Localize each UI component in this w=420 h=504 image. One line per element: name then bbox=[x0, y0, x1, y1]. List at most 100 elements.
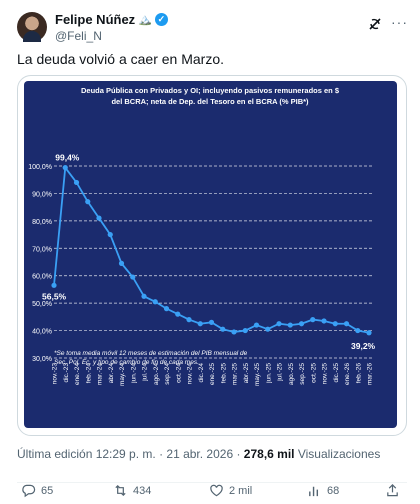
author-name-row: Felipe Núñez 🏔️ ✓ bbox=[55, 12, 168, 27]
data-point bbox=[332, 321, 338, 327]
series-line bbox=[53, 165, 370, 334]
y-tick-label: 60,0% bbox=[32, 274, 52, 281]
like-button[interactable]: 2 mil bbox=[209, 483, 252, 498]
x-tick-label: jul.-25 bbox=[277, 363, 284, 382]
data-point bbox=[73, 179, 80, 186]
like-count: 2 mil bbox=[229, 484, 253, 497]
annotation-start: 56,5% bbox=[42, 291, 67, 301]
x-tick-label: dic.-23 bbox=[63, 363, 70, 383]
reply-button[interactable]: 65 bbox=[21, 483, 53, 498]
x-tick-label: dic.-25 bbox=[333, 363, 340, 383]
y-tick-label: 70,0% bbox=[32, 246, 52, 253]
data-point bbox=[265, 326, 271, 332]
author-name[interactable]: Felipe Núñez bbox=[55, 12, 136, 27]
data-point bbox=[298, 321, 305, 327]
chart-image[interactable]: Deuda Pública con Privados y OI; incluye… bbox=[24, 81, 397, 428]
share-icon[interactable] bbox=[385, 483, 400, 498]
tweet-text: La deuda volvió a caer en Marzo. bbox=[17, 51, 225, 67]
chart-title: Deuda Pública con Privados y OI; incluye… bbox=[81, 86, 340, 106]
data-point bbox=[118, 260, 125, 266]
x-tick-label: nov.-23 bbox=[52, 363, 59, 385]
x-tick-label: nov.-24 bbox=[187, 363, 194, 385]
data-point bbox=[343, 321, 350, 327]
x-tick-label: oct.-24 bbox=[175, 363, 182, 383]
x-tick-label: jul.-24 bbox=[142, 363, 149, 382]
chart-svg: Deuda Pública con Privados y OI; incluye… bbox=[28, 86, 375, 386]
x-tick-label: ago.-25 bbox=[288, 363, 295, 385]
data-point bbox=[242, 327, 248, 334]
data-point bbox=[107, 231, 113, 238]
x-tick-label: sep.-24 bbox=[164, 363, 171, 385]
reply-icon bbox=[22, 484, 36, 498]
annotation-peak: 99,4% bbox=[55, 153, 80, 163]
x-tick-label: abr.-25 bbox=[243, 363, 250, 384]
repost-icon bbox=[115, 484, 126, 497]
x-tick-label: mar.-26 bbox=[367, 363, 374, 385]
action-bar: 65 434 2 mil 68 bbox=[17, 482, 407, 500]
edit-timestamp[interactable]: Última edición 12:29 p. m. · 21 abr. 202… bbox=[17, 447, 244, 461]
x-tick-label: feb.-25 bbox=[220, 363, 227, 384]
x-tick-label: mar.-25 bbox=[232, 363, 239, 385]
chart-title-line-1: Deuda Pública con Privados y OI; incluye… bbox=[81, 86, 340, 95]
y-tick-label: 90,0% bbox=[32, 191, 52, 198]
views-count: 278,6 mil bbox=[243, 447, 295, 461]
x-tick-label: nov.-25 bbox=[322, 363, 329, 385]
data-point bbox=[355, 327, 361, 334]
data-point bbox=[141, 293, 147, 299]
data-point bbox=[220, 326, 226, 332]
bookmark-icon bbox=[309, 486, 319, 497]
data-point bbox=[276, 321, 282, 327]
data-point bbox=[197, 321, 203, 327]
x-tick-label: dic.-24 bbox=[198, 363, 205, 383]
views-label: Visualizaciones bbox=[294, 447, 381, 461]
y-tick-label: 40,0% bbox=[32, 329, 52, 336]
x-tick-label: may.-24 bbox=[119, 363, 126, 386]
views-button[interactable]: 68 bbox=[307, 483, 339, 498]
repost-count: 434 bbox=[133, 484, 152, 497]
chart-footnote: Sec. Pol. Ec. y tipo de cambio de fin de… bbox=[54, 359, 199, 366]
data-point bbox=[231, 329, 237, 335]
avatar[interactable] bbox=[17, 12, 47, 42]
data-point bbox=[163, 306, 170, 312]
x-tick-label: ene.-25 bbox=[209, 363, 216, 385]
x-tick-label: oct.-25 bbox=[310, 363, 317, 383]
tweet-meta: Última edición 12:29 p. m. · 21 abr. 202… bbox=[17, 447, 380, 461]
like-icon bbox=[210, 484, 223, 497]
y-tick-label: 100,0% bbox=[28, 164, 52, 171]
x-tick-label: ene.-24 bbox=[74, 363, 81, 385]
grok-icon[interactable] bbox=[367, 16, 383, 32]
data-point bbox=[96, 215, 102, 221]
data-point bbox=[152, 299, 158, 305]
data-point bbox=[186, 317, 192, 323]
data-point bbox=[85, 199, 91, 205]
reply-count: 65 bbox=[41, 484, 54, 497]
data-point bbox=[62, 165, 68, 171]
verified-badge-icon: ✓ bbox=[154, 13, 168, 26]
data-point bbox=[51, 282, 57, 288]
data-point bbox=[366, 330, 372, 336]
y-tick-label: 50,0% bbox=[32, 301, 52, 308]
x-tick-label: sep.-25 bbox=[299, 363, 306, 385]
data-point bbox=[208, 319, 215, 325]
x-tick-label: jun.-24 bbox=[130, 363, 137, 384]
x-tick-label: feb.-24 bbox=[85, 363, 92, 384]
more-icon[interactable]: ··· bbox=[391, 14, 408, 30]
author-handle[interactable]: @Feli_N bbox=[55, 29, 102, 43]
y-tick-label: 80,0% bbox=[32, 219, 52, 226]
tweet-header: Felipe Núñez 🏔️ ✓ @Feli_N ··· bbox=[17, 10, 407, 46]
x-tick-label: feb.-26 bbox=[355, 363, 362, 384]
data-point bbox=[310, 317, 316, 323]
chart-footnote: *Se toma media móvil 12 meses de estimac… bbox=[54, 350, 248, 357]
x-tick-label: mar.-24 bbox=[97, 363, 104, 385]
x-tick-label: jun.-25 bbox=[265, 363, 272, 384]
x-tick-label: may.-25 bbox=[254, 363, 261, 386]
x-tick-label: ago.-24 bbox=[153, 363, 160, 385]
data-point bbox=[321, 318, 327, 324]
repost-button[interactable]: 434 bbox=[113, 483, 151, 498]
data-point bbox=[253, 322, 260, 328]
data-point bbox=[130, 274, 136, 280]
mountain-emoji: 🏔️ bbox=[138, 14, 152, 26]
x-tick-label: abr.-24 bbox=[108, 363, 115, 384]
data-point bbox=[287, 322, 293, 328]
y-tick-label: 30,0% bbox=[32, 356, 52, 363]
